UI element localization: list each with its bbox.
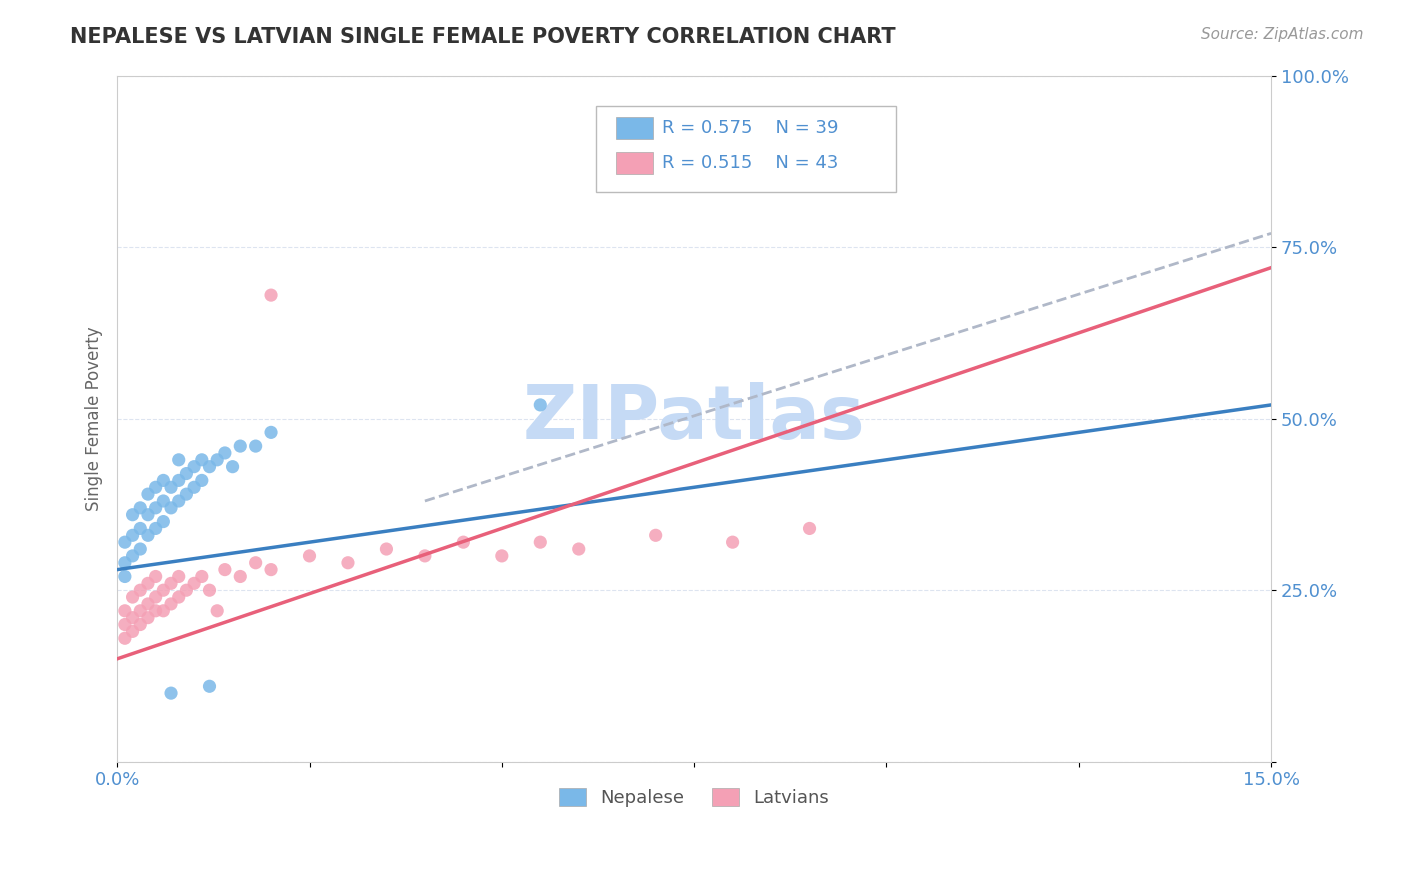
Text: ZIPatlas: ZIPatlas <box>523 382 866 455</box>
Point <box>529 398 551 412</box>
Point <box>413 549 436 563</box>
Point <box>167 569 190 583</box>
Point <box>453 535 475 549</box>
Point <box>145 604 167 618</box>
Point <box>129 542 152 557</box>
Point <box>145 590 167 604</box>
Point <box>229 569 252 583</box>
Point <box>145 521 167 535</box>
Point <box>491 549 513 563</box>
Text: Source: ZipAtlas.com: Source: ZipAtlas.com <box>1201 27 1364 42</box>
Point <box>198 459 221 474</box>
Point <box>152 494 174 508</box>
Point <box>160 576 183 591</box>
Point <box>245 556 267 570</box>
Point <box>198 583 221 598</box>
Point <box>114 556 136 570</box>
Point <box>136 487 159 501</box>
Point <box>136 610 159 624</box>
Point <box>152 604 174 618</box>
Point <box>114 535 136 549</box>
Point <box>167 452 190 467</box>
Point <box>260 288 283 302</box>
Text: R = 0.575    N = 39: R = 0.575 N = 39 <box>662 120 838 137</box>
Point <box>198 679 221 693</box>
FancyBboxPatch shape <box>616 152 652 174</box>
Point <box>191 452 214 467</box>
Point <box>214 563 236 577</box>
Point <box>191 474 214 488</box>
Point <box>176 467 198 481</box>
Point <box>183 459 205 474</box>
Point <box>229 439 252 453</box>
Point <box>799 151 821 165</box>
Point <box>298 549 321 563</box>
Point <box>176 487 198 501</box>
Point <box>167 494 190 508</box>
Point <box>114 632 136 646</box>
Point <box>260 563 283 577</box>
Point <box>221 459 243 474</box>
Point <box>114 617 136 632</box>
Point <box>799 521 821 535</box>
Point <box>121 528 143 542</box>
Point <box>121 549 143 563</box>
Point <box>529 535 551 549</box>
Point <box>644 528 666 542</box>
Point <box>167 474 190 488</box>
Point <box>167 590 190 604</box>
Point <box>129 500 152 515</box>
Point <box>136 597 159 611</box>
Point <box>568 542 591 557</box>
Point <box>160 500 183 515</box>
Point <box>136 508 159 522</box>
Point <box>121 624 143 639</box>
Point <box>129 521 152 535</box>
Point <box>245 439 267 453</box>
Point <box>145 500 167 515</box>
Point <box>214 446 236 460</box>
FancyBboxPatch shape <box>596 106 896 192</box>
Point <box>121 610 143 624</box>
Point <box>183 480 205 494</box>
Text: NEPALESE VS LATVIAN SINGLE FEMALE POVERTY CORRELATION CHART: NEPALESE VS LATVIAN SINGLE FEMALE POVERT… <box>70 27 896 46</box>
Legend: Nepalese, Latvians: Nepalese, Latvians <box>553 780 837 814</box>
Point <box>205 604 228 618</box>
Point <box>114 569 136 583</box>
Point <box>129 604 152 618</box>
Point <box>160 686 183 700</box>
Point <box>152 474 174 488</box>
Point <box>205 452 228 467</box>
Point <box>160 480 183 494</box>
Text: R = 0.515    N = 43: R = 0.515 N = 43 <box>662 153 838 171</box>
Point <box>121 508 143 522</box>
Point <box>183 576 205 591</box>
Point <box>260 425 283 440</box>
Point <box>191 569 214 583</box>
Point <box>129 583 152 598</box>
Point <box>721 535 744 549</box>
Point <box>129 617 152 632</box>
Point <box>336 556 359 570</box>
Point <box>136 528 159 542</box>
Point <box>176 583 198 598</box>
Point <box>152 515 174 529</box>
Point <box>152 583 174 598</box>
Point <box>136 576 159 591</box>
Point <box>375 542 398 557</box>
Point <box>145 569 167 583</box>
Point <box>160 597 183 611</box>
Point <box>121 590 143 604</box>
Point <box>114 604 136 618</box>
Y-axis label: Single Female Poverty: Single Female Poverty <box>86 326 103 511</box>
Point <box>145 480 167 494</box>
FancyBboxPatch shape <box>616 118 652 139</box>
